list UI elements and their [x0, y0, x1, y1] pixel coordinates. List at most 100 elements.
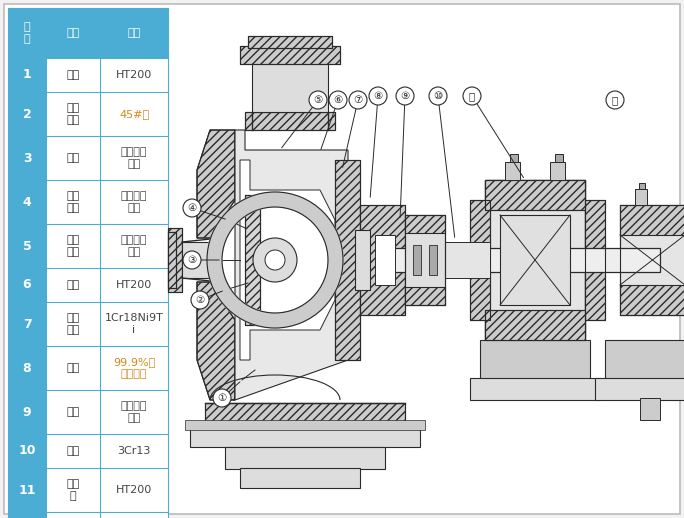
Bar — [550, 162, 565, 180]
Text: 填充四氟
乙烯: 填充四氟 乙烯 — [121, 401, 147, 423]
Bar — [8, 346, 46, 390]
Circle shape — [213, 389, 231, 407]
Bar — [380, 248, 660, 272]
Text: 聚全氟乙
丙烯: 聚全氟乙 丙烯 — [121, 235, 147, 257]
Bar — [8, 434, 46, 468]
Text: 泵轴: 泵轴 — [66, 446, 79, 456]
Bar — [485, 180, 585, 210]
Text: 机封
压盖: 机封 压盖 — [66, 313, 79, 335]
Bar — [8, 302, 46, 346]
Bar — [8, 180, 168, 224]
Bar — [640, 398, 660, 420]
Bar — [470, 200, 490, 320]
Bar — [470, 378, 600, 400]
Bar — [485, 310, 585, 340]
Bar — [8, 390, 168, 434]
Text: 6: 6 — [23, 279, 31, 292]
Circle shape — [463, 87, 481, 105]
Text: 叶轮
骨架: 叶轮 骨架 — [66, 103, 79, 125]
Bar — [245, 112, 335, 130]
Bar — [8, 512, 46, 518]
Bar — [245, 195, 260, 325]
Bar — [240, 46, 340, 64]
Bar — [500, 215, 570, 305]
Bar — [555, 154, 563, 162]
Text: ⑩: ⑩ — [434, 91, 443, 101]
Bar — [168, 232, 176, 288]
Bar — [240, 468, 360, 488]
Bar — [168, 232, 176, 288]
Bar — [8, 58, 46, 92]
Text: 99.9%氧
化铝陶瓷: 99.9%氧 化铝陶瓷 — [113, 357, 155, 379]
Text: 45#钢: 45#钢 — [119, 109, 149, 119]
Bar — [8, 136, 46, 180]
Bar — [605, 340, 684, 380]
Polygon shape — [197, 130, 235, 238]
Bar — [485, 180, 585, 340]
Bar — [8, 92, 168, 136]
Bar — [8, 8, 168, 58]
Bar — [168, 228, 182, 292]
Bar — [620, 205, 684, 315]
Polygon shape — [197, 282, 235, 400]
Text: 8: 8 — [23, 362, 31, 375]
Text: 3: 3 — [23, 151, 31, 165]
Text: ②: ② — [196, 295, 205, 305]
Bar — [585, 200, 605, 320]
Bar — [413, 245, 421, 275]
Text: 9: 9 — [23, 406, 31, 419]
Bar — [639, 183, 645, 189]
Bar — [405, 215, 445, 305]
Bar — [8, 434, 168, 468]
Bar — [585, 200, 605, 320]
Text: 序
号: 序 号 — [24, 22, 30, 44]
Bar — [635, 189, 647, 205]
Bar — [510, 154, 518, 162]
Bar — [168, 228, 182, 292]
Bar — [8, 268, 168, 302]
Bar — [8, 346, 168, 390]
Text: 3Cr13: 3Cr13 — [118, 446, 150, 456]
Text: 泵盖: 泵盖 — [66, 280, 79, 290]
Circle shape — [183, 199, 201, 217]
Bar — [240, 46, 340, 64]
Bar — [485, 310, 585, 340]
Text: ④: ④ — [187, 203, 196, 213]
Bar — [205, 403, 405, 425]
Bar — [8, 468, 168, 512]
Bar — [375, 235, 395, 285]
Text: HT200: HT200 — [116, 70, 152, 80]
Bar — [335, 160, 360, 360]
Bar — [8, 224, 46, 268]
Bar — [8, 136, 168, 180]
Bar — [8, 468, 46, 512]
Text: 7: 7 — [23, 318, 31, 330]
Text: 名称: 名称 — [66, 28, 79, 38]
Circle shape — [369, 87, 387, 105]
Bar — [8, 180, 46, 224]
Circle shape — [253, 238, 297, 282]
Text: 5: 5 — [23, 239, 31, 252]
Text: 1Cr18Ni9T
i: 1Cr18Ni9T i — [105, 313, 163, 335]
Text: 叶轮: 叶轮 — [66, 153, 79, 163]
Text: HT200: HT200 — [116, 280, 152, 290]
Circle shape — [191, 291, 209, 309]
Bar — [405, 287, 445, 305]
Circle shape — [309, 91, 327, 109]
Bar — [335, 160, 360, 360]
Bar — [245, 195, 260, 325]
Text: 聚全氟乙
丙烯: 聚全氟乙 丙烯 — [121, 191, 147, 213]
Bar — [595, 378, 684, 400]
Text: 10: 10 — [18, 444, 36, 457]
Text: ⑥: ⑥ — [333, 95, 343, 105]
Bar — [360, 205, 405, 315]
Text: 材质: 材质 — [127, 28, 141, 38]
Bar — [8, 224, 168, 268]
Text: ⑤: ⑤ — [313, 95, 323, 105]
Text: 11: 11 — [18, 483, 36, 496]
Text: 轴承
体: 轴承 体 — [66, 479, 79, 501]
Bar — [355, 230, 370, 290]
Bar — [185, 420, 425, 430]
Text: 泵体
衬里: 泵体 衬里 — [66, 191, 79, 213]
Text: ①: ① — [218, 393, 226, 403]
